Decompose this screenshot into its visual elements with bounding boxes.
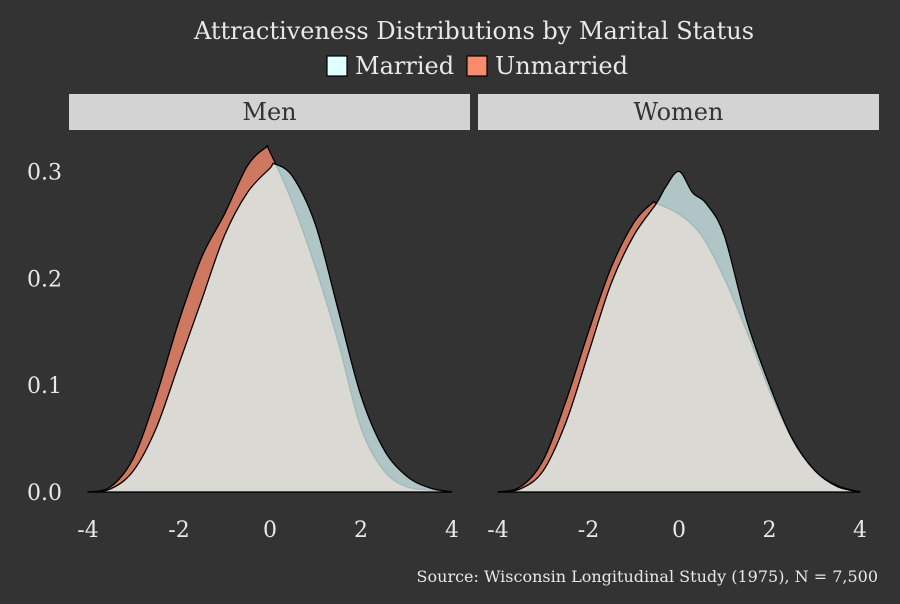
strip-label-men: Men xyxy=(242,98,296,126)
x-tick-label-men: 4 xyxy=(445,518,459,543)
strip-label-women: Women xyxy=(634,98,724,126)
y-tick-label: 0.1 xyxy=(27,374,62,399)
legend-swatch-married xyxy=(326,55,348,77)
plot-area-women xyxy=(497,170,861,493)
x-tick-label-men: -4 xyxy=(77,518,98,543)
x-tick-label-women: 4 xyxy=(853,518,867,543)
legend: Married Unmarried xyxy=(326,52,628,80)
caption: Source: Wisconsin Longitudinal Study (19… xyxy=(417,567,878,586)
density-men-married xyxy=(87,162,453,493)
legend-label-unmarried: Unmarried xyxy=(495,52,628,80)
x-tick-label-men: 2 xyxy=(354,518,368,543)
y-axis: 0.0 0.1 0.2 0.3 xyxy=(27,160,62,506)
chart-title: Attractiveness Distributions by Marital … xyxy=(193,17,754,45)
legend-swatch-unmarried xyxy=(466,55,488,77)
strip-men xyxy=(69,94,470,130)
x-tick-label-women: -2 xyxy=(578,518,599,543)
y-tick-label: 0.3 xyxy=(27,160,62,185)
panel-men: Men xyxy=(69,94,470,493)
x-tick-label-women: 2 xyxy=(763,518,777,543)
x-axis: -4 -2 0 2 4 -4 -2 0 2 4 xyxy=(77,518,867,543)
x-tick-label-women: -4 xyxy=(487,518,508,543)
x-tick-label-women: 0 xyxy=(672,518,686,543)
y-tick-label: 0.0 xyxy=(27,481,62,506)
strip-women xyxy=(478,94,879,130)
legend-label-married: Married xyxy=(355,52,454,80)
y-tick-label: 0.2 xyxy=(27,267,62,292)
density-women-married xyxy=(497,170,861,493)
panel-women: Women xyxy=(478,94,879,493)
plot-area-men xyxy=(87,145,453,493)
x-tick-label-men: -2 xyxy=(168,518,189,543)
x-tick-label-men: 0 xyxy=(263,518,277,543)
